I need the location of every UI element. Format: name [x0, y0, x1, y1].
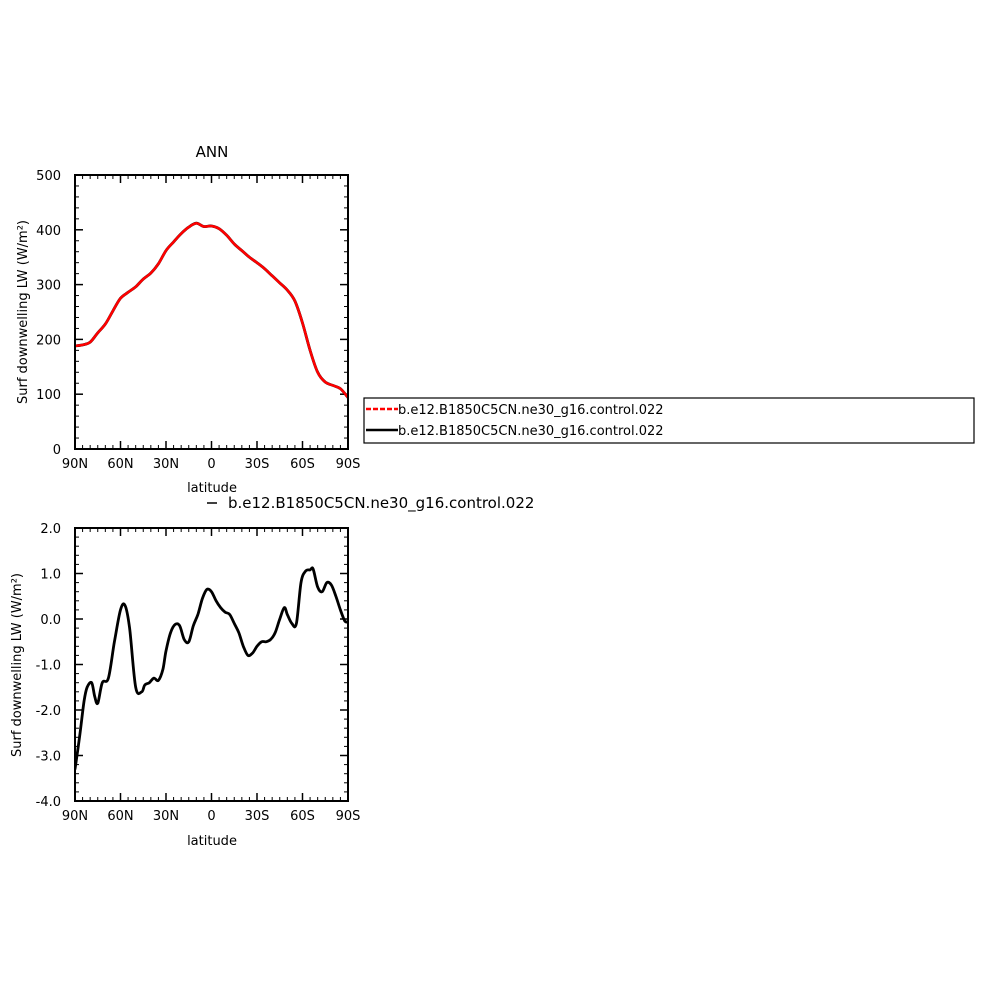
y-tick-label: -2.0 — [36, 704, 61, 719]
legend-entry-2: b.e12.B1850C5CN.ne30_g16.control.022 — [398, 424, 664, 439]
y-tick-label: 300 — [36, 279, 61, 294]
y-tick-label: 100 — [36, 388, 61, 403]
x-tick-label: 60S — [290, 809, 315, 824]
difference-legend: b.e12.B1850C5CN.ne30_g16.control.022 — [207, 494, 534, 513]
legend-box — [363, 397, 975, 444]
y-tick-label: 500 — [36, 169, 61, 184]
y-tick-label: -3.0 — [36, 750, 61, 765]
difference-legend-label: b.e12.B1850C5CN.ne30_g16.control.022 — [228, 494, 534, 513]
series-line-red — [75, 221, 348, 399]
bottom-plot-area: 90N 60N 30N 0 30S 60S 90S -4.0 -3.0 -2.0 -1.0 0.0 1.… — [36, 522, 361, 824]
x-tick-label: 0 — [207, 809, 215, 824]
x-axis-title: latitude — [187, 481, 237, 496]
x-tick-label: 30S — [245, 457, 270, 472]
x-tick-label: 0 — [207, 457, 215, 472]
y-tick-label: 0.0 — [40, 613, 61, 628]
y-axis-title: Surf downwelling LW (W/m²) — [16, 220, 31, 404]
top-plot-area: 90N 60N 30N 0 30S 60S 90S 0 100 200 300 400 500 — [36, 169, 360, 472]
plot-title: ANN — [196, 143, 229, 161]
y-tick-label: -1.0 — [36, 659, 61, 674]
y-tick-label: 1.0 — [40, 568, 61, 583]
x-tick-label: 30N — [153, 457, 179, 472]
x-tick-label: 60N — [107, 457, 133, 472]
y-tick-label: 400 — [36, 224, 61, 239]
series-line-black — [75, 221, 348, 399]
y-axis-title-bottom: Surf downwelling LW (W/m²) — [10, 573, 25, 757]
x-tick-label: 90S — [336, 457, 361, 472]
x-tick-label: 30N — [153, 809, 179, 824]
x-tick-label: 90N — [62, 457, 88, 472]
plot-frame — [74, 527, 349, 802]
x-tick-label: 60N — [107, 809, 133, 824]
legend: b.e12.B1850C5CN.ne30_g16.control.022 b.e… — [363, 397, 975, 444]
x-tick-label: 90S — [336, 809, 361, 824]
plot-frame — [74, 174, 349, 450]
legend-entry-1: b.e12.B1850C5CN.ne30_g16.control.022 — [398, 403, 664, 418]
y-tick-label: -4.0 — [36, 795, 61, 810]
x-tick-label: 90N — [62, 809, 88, 824]
x-tick-label: 60S — [290, 457, 315, 472]
series-line-black — [75, 566, 348, 771]
y-tick-label: 2.0 — [40, 522, 61, 537]
x-axis-title-bottom: latitude — [187, 834, 237, 849]
top-panel: ANN 90N 60N 30N 0 30S 60S 90S0100200300400500 … — [16, 143, 360, 496]
y-tick-label: 0 — [53, 443, 61, 458]
bottom-panel: 90N 60N 30N 0 30S 60S 90S -4.0 -3.0 -2.0 -1.0 0.0 1.… — [10, 522, 360, 849]
y-tick-label: 200 — [36, 333, 61, 348]
x-tick-label: 30S — [245, 809, 270, 824]
